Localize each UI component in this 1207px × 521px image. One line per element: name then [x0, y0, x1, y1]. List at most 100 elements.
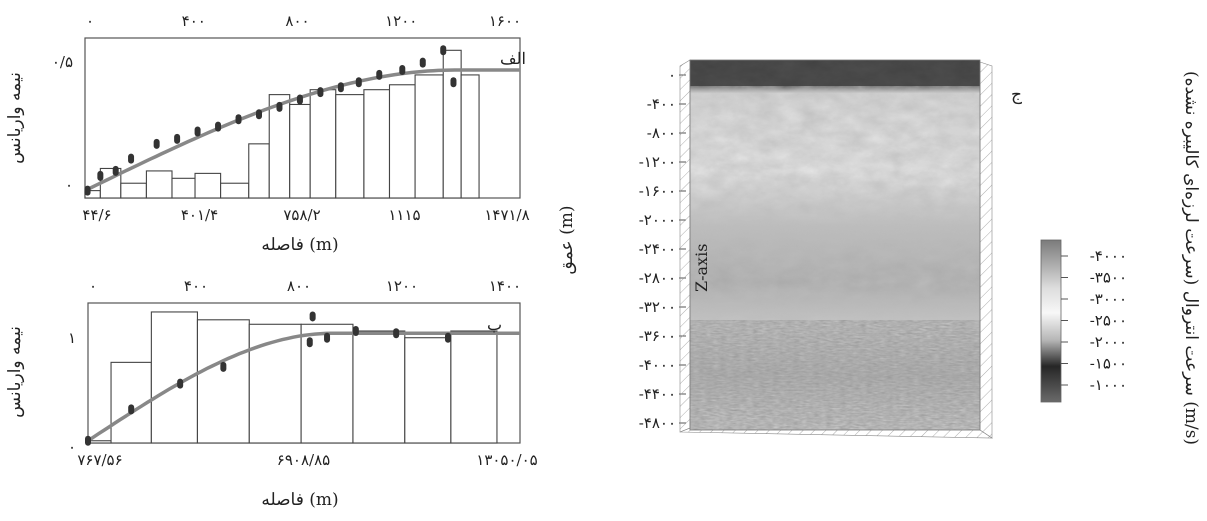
- variogram-top-panel: ۰ ۴۰۰ ۸۰۰ ۱۲۰۰ ۱۶۰۰ الف ۰/۵ ۰ ۴۴/۶ ۴۰۱/۴ ۷۵۸/۲ ۱…: [5, 12, 530, 255]
- bottom-panel-ylabel: نیمه واریانس: [5, 326, 25, 418]
- panel_bottom-bottom-tick-2: ۱۳۰۵۰/۰۵: [476, 451, 537, 469]
- panel_top-top-tick-2: ۸۰۰: [285, 12, 309, 30]
- panel_top-bottom-tick-1: ۴۰۱/۴: [181, 206, 218, 224]
- velocity-model-panel: عمق (m) ۰ -۴۰۰ -۸۰۰ -۱۲۰۰ -۱۶۰۰ -۲۰۰۰ -۲۴۰۰ -۲۸…: [557, 59, 1201, 445]
- top-panel-y-ticks: ۰/۵ ۰: [52, 53, 73, 194]
- panel_bottom-point-8: [393, 328, 400, 339]
- panel_top-point-16: [399, 65, 406, 75]
- depth-tick-4: -۱۶۰۰: [639, 182, 676, 200]
- panel_top-bottom-tick-4: ۱۴۷۱/۸: [484, 206, 529, 224]
- panel_bottom-y-tick-1: ۰: [68, 438, 76, 456]
- bottom-panel-letter: ب: [487, 315, 502, 334]
- panel_bottom-point-1: [128, 404, 135, 415]
- panel_top-bar-5: [194, 172, 222, 199]
- panel_bottom-point-5: [309, 311, 316, 322]
- panel_top-point-17: [419, 57, 426, 68]
- panel_top-bar-9: [289, 103, 311, 199]
- top-panel-bars: [84, 49, 480, 199]
- panel_top-point-4: [153, 138, 160, 149]
- cube-left-face: [679, 59, 691, 433]
- bottom-panel-top-axis: ۰ ۴۰۰ ۸۰۰ ۱۲۰۰ ۱۴۰۰: [87, 277, 521, 306]
- panel_top-bottom-tick-3: ۱۱۱۵: [388, 206, 420, 224]
- panel_bottom-point-6: [324, 332, 331, 343]
- top-panel-top-axis: ۰ ۴۰۰ ۸۰۰ ۱۲۰۰ ۱۶۰۰: [84, 12, 521, 41]
- panel_bottom-point-2: [177, 378, 184, 389]
- velocity-top-layer: [690, 60, 980, 86]
- panel_bottom-top-tick-2: ۸۰۰: [287, 277, 311, 295]
- panel_top-top-tick-1: ۴۰۰: [182, 12, 206, 30]
- panel_top-bar-7: [248, 143, 270, 199]
- panel_bottom-bar-8: [450, 330, 498, 444]
- panel_top-point-7: [215, 121, 222, 132]
- depth-tick-7: -۲۸۰۰: [639, 269, 676, 287]
- panel_bottom-top-tick-4: ۱۴۰۰: [489, 277, 521, 295]
- colorbar-tick-6: -۱۰۰۰: [1090, 376, 1127, 394]
- top-panel-letter: الف: [500, 49, 526, 68]
- bottom-panel-points: [85, 311, 451, 446]
- depth-tick-9: -۳۶۰۰: [639, 327, 676, 345]
- panel_bottom-point-7: [352, 326, 359, 336]
- panel_top-point-18: [440, 45, 447, 56]
- colorbar-tick-5: -۱۵۰۰: [1090, 355, 1127, 373]
- panel_top-top-tick-0: ۰: [86, 12, 94, 30]
- panel_top-point-3: [128, 153, 135, 164]
- panel_top-bar-15: [442, 49, 462, 199]
- colorbar-ticks: -۴۰۰۰ -۳۵۰۰ -۳۰۰۰ -۲۵۰۰ -۲۰۰۰ -۱۵۰۰ -۱۰۰۰: [1061, 247, 1127, 394]
- colorbar-tick-3: -۲۵۰۰: [1090, 312, 1127, 330]
- panel_bottom-point-0: [85, 435, 91, 446]
- panel_bottom-point-3: [220, 361, 227, 372]
- depth-tick-12: -۴۸۰۰: [639, 414, 676, 432]
- panel_top-point-2: [112, 165, 119, 176]
- panel_top-bar-12: [363, 89, 391, 199]
- panel_bottom-top-tick-3: ۱۲۰۰: [386, 277, 418, 295]
- panel_top-bar-3: [145, 170, 173, 199]
- panel_top-point-8: [235, 114, 242, 125]
- colorbar-tick-1: -۳۵۰۰: [1090, 269, 1127, 287]
- depth-tick-8: -۳۲۰۰: [639, 298, 676, 316]
- panel_bottom-bar-7: [404, 337, 452, 444]
- variogram-bottom-panel: ۰ ۴۰۰ ۸۰۰ ۱۲۰۰ ۱۴۰۰ ب ۱۰ ۷۶۷/۵۶ ۶۹۰۸/۸۵ ۱۳۰۵۰/…: [5, 277, 538, 510]
- panel_bottom-bar-0: [87, 440, 112, 444]
- depth-tick-0: ۰: [668, 66, 676, 84]
- panel_top-bar-16: [460, 74, 480, 199]
- panel_bottom-point-9: [445, 332, 451, 343]
- depth-tick-3: -۱۲۰۰: [639, 153, 676, 171]
- panel_top-point-14: [355, 77, 362, 88]
- depth-tick-10: -۴۰۰۰: [639, 356, 676, 374]
- depth-tick-5: -۲۰۰۰: [639, 211, 676, 229]
- panel_top-point-11: [296, 94, 303, 105]
- panel_top-top-tick-4: ۱۶۰۰: [489, 12, 521, 30]
- panel_top-point-6: [194, 126, 201, 137]
- panel_bottom-bottom-tick-0: ۷۶۷/۵۶: [77, 451, 122, 469]
- velocity-layered-texture: [690, 320, 980, 430]
- panel_top-point-1: [97, 170, 104, 181]
- panel_bottom-bar-3: [196, 319, 250, 444]
- colorbar: [1040, 239, 1062, 403]
- bottom-panel-bottom-axis: ۷۶۷/۵۶ ۶۹۰۸/۸۵ ۱۳۰۵۰/۰۵: [77, 451, 537, 469]
- colorbar-tick-0: -۴۰۰۰: [1090, 247, 1127, 265]
- depth-axis-ticks: ۰ -۴۰۰ -۸۰۰ -۱۲۰۰ -۱۶۰۰ -۲۰۰۰ -۲۴۰۰ -۲۸۰۰ -۳۲۰۰ -…: [639, 66, 686, 432]
- bottom-panel-y-ticks: ۱۰: [68, 329, 76, 456]
- depth-tick-6: -۲۴۰۰: [639, 240, 676, 258]
- bottom-panel-xlabel: فاصله (m): [261, 490, 338, 510]
- top-panel-points: [84, 45, 457, 196]
- top-panel-bottom-axis: ۴۴/۶ ۴۰۱/۴ ۷۵۸/۲ ۱۱۱۵ ۱۴۷۱/۸: [82, 206, 529, 224]
- panel_top-point-9: [256, 109, 262, 120]
- panel_bottom-point-4: [306, 337, 313, 348]
- depth-tick-11: -۴۴۰۰: [639, 385, 676, 403]
- bottom-panel-bars: [87, 311, 498, 444]
- panel_bottom-bar-6: [352, 330, 406, 444]
- panel_top-bar-10: [309, 89, 337, 199]
- panel_top-bottom-tick-2: ۷۵۸/۲: [283, 206, 320, 224]
- panel_top-point-13: [337, 82, 344, 93]
- top-panel-xlabel: فاصله (m): [261, 235, 338, 255]
- cube-right-face: [979, 61, 993, 439]
- panel_top-point-15: [376, 69, 383, 80]
- panel_top-top-tick-3: ۱۲۰۰: [385, 12, 417, 30]
- depth-tick-2: -۸۰۰: [647, 124, 676, 142]
- panel_top-bar-14: [414, 74, 444, 199]
- panel_top-point-0: [84, 185, 91, 196]
- panel_top-bottom-tick-0: ۴۴/۶: [82, 206, 111, 224]
- panel_top-y-tick-1: ۰: [65, 176, 73, 194]
